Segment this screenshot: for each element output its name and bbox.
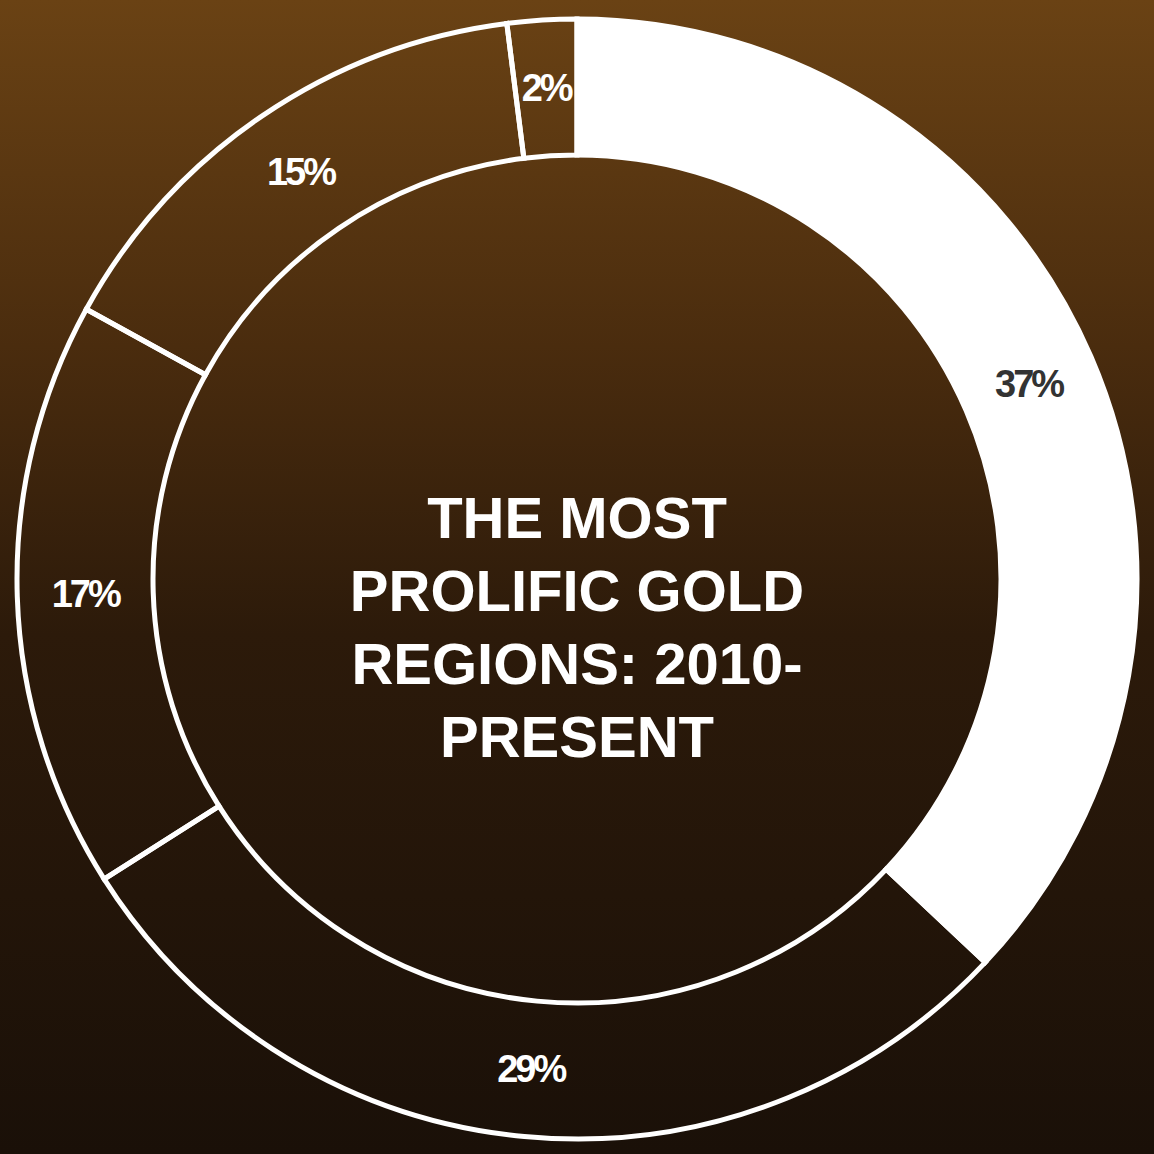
title-line: PRESENT	[440, 704, 714, 769]
data-label: 29%	[497, 1048, 566, 1090]
donut: 37% 29% 17% 15% 2% THE MOST PROLIFIC GOLD REGIO…	[17, 19, 1137, 1139]
data-label: 15%	[267, 151, 336, 193]
data-label: 2%	[522, 67, 573, 109]
data-label: 37%	[995, 363, 1064, 405]
slice	[17, 309, 219, 879]
title-line: REGIONS: 2010-	[351, 631, 802, 696]
title-line: PROLIFIC GOLD	[350, 558, 804, 623]
chart: 37% 29% 17% 15% 2% THE MOST PROLIFIC GOLD REGIO…	[0, 0, 1154, 1154]
title-line: THE MOST	[427, 485, 727, 550]
data-label: 17%	[52, 573, 121, 615]
slice	[104, 806, 985, 1139]
background	[0, 0, 1154, 1154]
slice	[507, 19, 577, 158]
title: THE MOST PROLIFIC GOLD REGIONS: 2010- PRESE…	[350, 485, 804, 769]
slice	[86, 23, 524, 374]
